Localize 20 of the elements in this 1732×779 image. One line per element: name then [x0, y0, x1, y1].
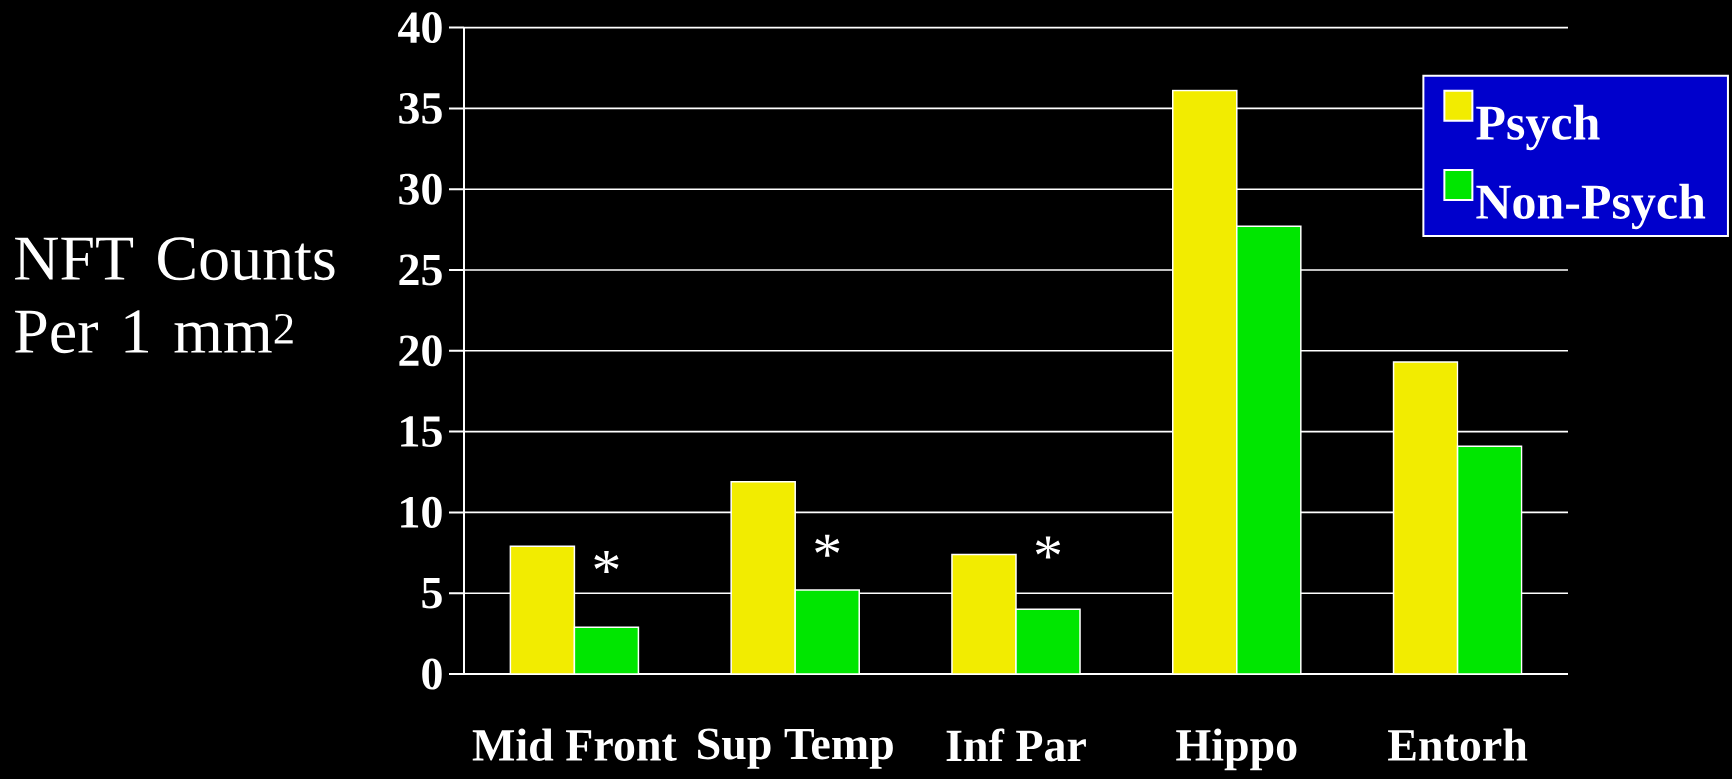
y-axis-title: NFT Counts Per 1 mm$^{2}$ — [15, 237, 335, 354]
y-tick-label: 35 — [399, 92, 442, 124]
y-tick-label: 15 — [401, 416, 442, 448]
x-tick-label: Mid Front — [472, 728, 677, 761]
y-tick-label: 0 — [422, 658, 442, 690]
x-tick-label: Sup Temp — [698, 728, 893, 769]
annotation: * — [1035, 536, 1061, 559]
legend-label: Psych — [1476, 104, 1600, 151]
legend-label: Non-Psych — [1476, 183, 1706, 230]
annotation: * — [594, 550, 619, 573]
annotation: * — [815, 534, 840, 557]
y-tick-label: 20 — [399, 335, 442, 367]
y-tick-label: 10 — [401, 496, 442, 528]
y-tick-label: 30 — [399, 173, 442, 205]
y-tick-label: 5 — [422, 577, 442, 609]
x-tick-label: Hippo — [1176, 728, 1297, 771]
y-tick-label: 40 — [398, 12, 442, 44]
y-tick-label: 25 — [399, 254, 442, 286]
x-tick-label: Entorh — [1388, 728, 1528, 761]
x-tick-label: Inf Par — [946, 728, 1086, 762]
